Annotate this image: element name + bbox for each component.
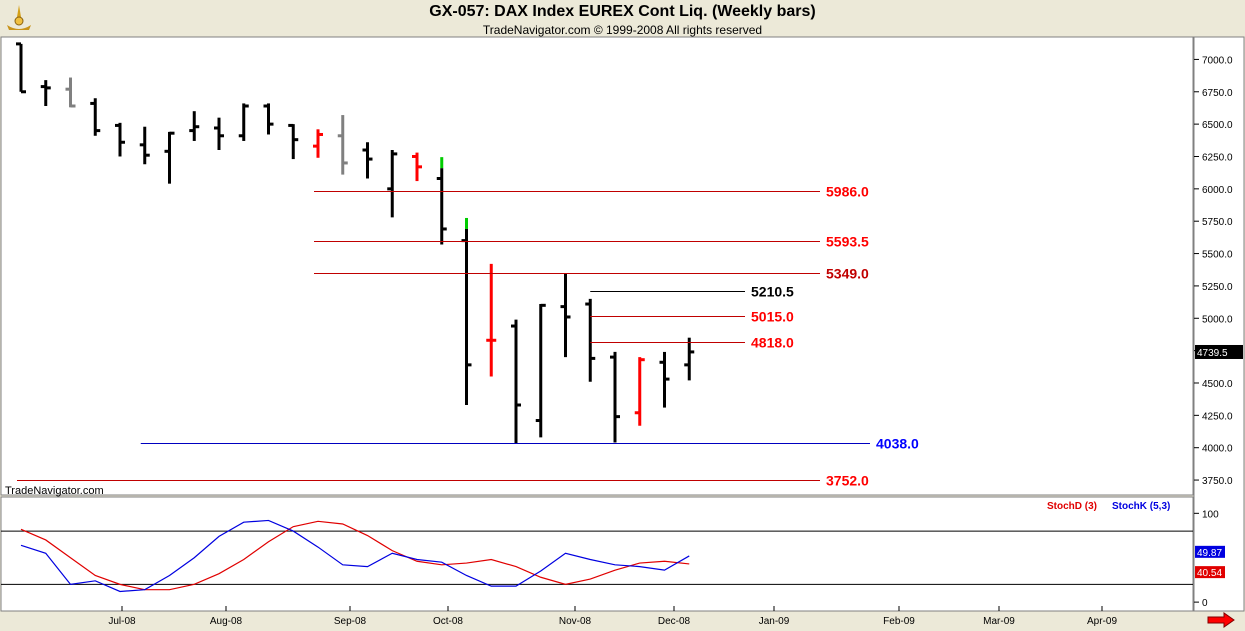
x-tick-label: Jan-09 <box>759 616 790 627</box>
x-tick-label: Dec-08 <box>658 616 691 627</box>
stoch-last-box <box>1195 566 1225 579</box>
y-tick-label: 6500.0 <box>1202 120 1233 131</box>
level-label: 5349.0 <box>826 266 869 282</box>
price-bar <box>337 115 348 175</box>
price-axis-bg <box>1193 36 1245 612</box>
y-tick-label: 5500.0 <box>1202 250 1233 261</box>
price-bar <box>40 80 51 107</box>
legend-stochd: StochD (3) <box>1047 501 1097 512</box>
stoch-last-label: 49.87 <box>1197 548 1222 559</box>
level-label: 4818.0 <box>751 335 794 351</box>
price-bar <box>189 111 200 141</box>
watermark-text: TradeNavigator.com <box>5 485 104 497</box>
price-bar <box>684 337 695 381</box>
y-tick-label: 4250.0 <box>1202 411 1233 422</box>
chart-title: GX-057: DAX Index EUREX Cont Liq. (Weekl… <box>429 3 816 20</box>
y-tick-label: 4000.0 <box>1202 444 1233 455</box>
x-tick-label: Feb-09 <box>883 616 915 627</box>
last-price-label: 4739.5 <box>1197 348 1228 359</box>
price-bar <box>90 98 101 136</box>
y-tick-label: 6750.0 <box>1202 88 1233 99</box>
y-tick-label: 6250.0 <box>1202 152 1233 163</box>
x-tick-label: Nov-08 <box>559 616 592 627</box>
stoch-last-box <box>1195 545 1225 558</box>
stoch-tick-label: 100 <box>1202 509 1219 520</box>
stoch-series-line <box>20 519 690 593</box>
price-bar <box>659 351 670 408</box>
y-tick-label: 5000.0 <box>1202 314 1233 325</box>
price-bar <box>16 42 26 94</box>
price-bar <box>115 122 125 157</box>
price-bar <box>139 126 150 165</box>
price-bar <box>65 77 76 108</box>
price-bar <box>634 357 645 426</box>
level-label: 4038.0 <box>876 436 919 452</box>
price-bar <box>486 263 497 377</box>
price-panel <box>0 36 1194 496</box>
level-label: 5015.0 <box>751 309 794 325</box>
y-tick-label: 7000.0 <box>1202 55 1233 66</box>
x-tick-label: Jul-08 <box>108 616 136 627</box>
price-bar <box>560 272 571 358</box>
compass-logo-icon[interactable] <box>4 3 34 33</box>
x-tick-label: Aug-08 <box>210 616 243 627</box>
x-tick-label: Mar-09 <box>983 616 1015 627</box>
price-bar <box>412 152 422 182</box>
price-bar <box>288 123 299 160</box>
price-bar <box>263 103 274 135</box>
stochastic-lines: 40.54 49.87 <box>20 519 1225 593</box>
price-bar <box>387 150 398 218</box>
scroll-right-icon[interactable] <box>1206 612 1236 628</box>
price-bar <box>164 131 175 184</box>
price-bars <box>16 42 695 444</box>
last-price-box <box>1195 344 1243 359</box>
y-tick-label: 4500.0 <box>1202 379 1233 390</box>
stoch-series-line <box>20 520 690 591</box>
price-bar <box>461 217 472 405</box>
level-label: 5593.5 <box>826 234 869 250</box>
x-tick-label: Sep-08 <box>334 616 367 627</box>
x-tick-label: Apr-09 <box>1087 616 1117 627</box>
y-tick-label: 5750.0 <box>1202 217 1233 228</box>
price-bar <box>585 298 596 382</box>
price-bar <box>535 303 546 438</box>
price-bar <box>214 117 224 151</box>
y-tick-label: 5250.0 <box>1202 282 1233 293</box>
price-bar <box>511 319 521 444</box>
level-label: 5210.5 <box>751 284 794 300</box>
stoch-tick-label: 0 <box>1202 598 1208 609</box>
price-bar <box>436 157 447 245</box>
stoch-last-label: 40.54 <box>1197 568 1222 579</box>
x-tick-label: Oct-08 <box>433 616 463 627</box>
price-bar <box>238 103 249 141</box>
price-levels: 5986.0 5593.5 5349.0 5210.5 5015.0 4818.0 4038… <box>17 184 919 489</box>
date-axis: Jul-08 Aug-08 Sep-08 Oct-08 Nov-08 Dec-08 Jan-… <box>108 606 1117 627</box>
price-bar <box>313 129 323 158</box>
price-axis: 7000.0 6750.0 6500.0 6250.0 6000.0 5750.0 5500… <box>1194 55 1243 609</box>
chart-subtitle: TradeNavigator.com © 1999-2008 All right… <box>482 23 763 37</box>
y-tick-label: 3750.0 <box>1202 476 1233 487</box>
price-bar <box>610 351 620 443</box>
stoch-panel <box>0 496 1194 612</box>
level-label: 5986.0 <box>826 184 869 200</box>
legend-stochk: StochK (5,3) <box>1112 501 1170 512</box>
level-label: 3752.0 <box>826 473 869 489</box>
y-tick-label: 6000.0 <box>1202 185 1233 196</box>
price-bar <box>362 142 373 179</box>
